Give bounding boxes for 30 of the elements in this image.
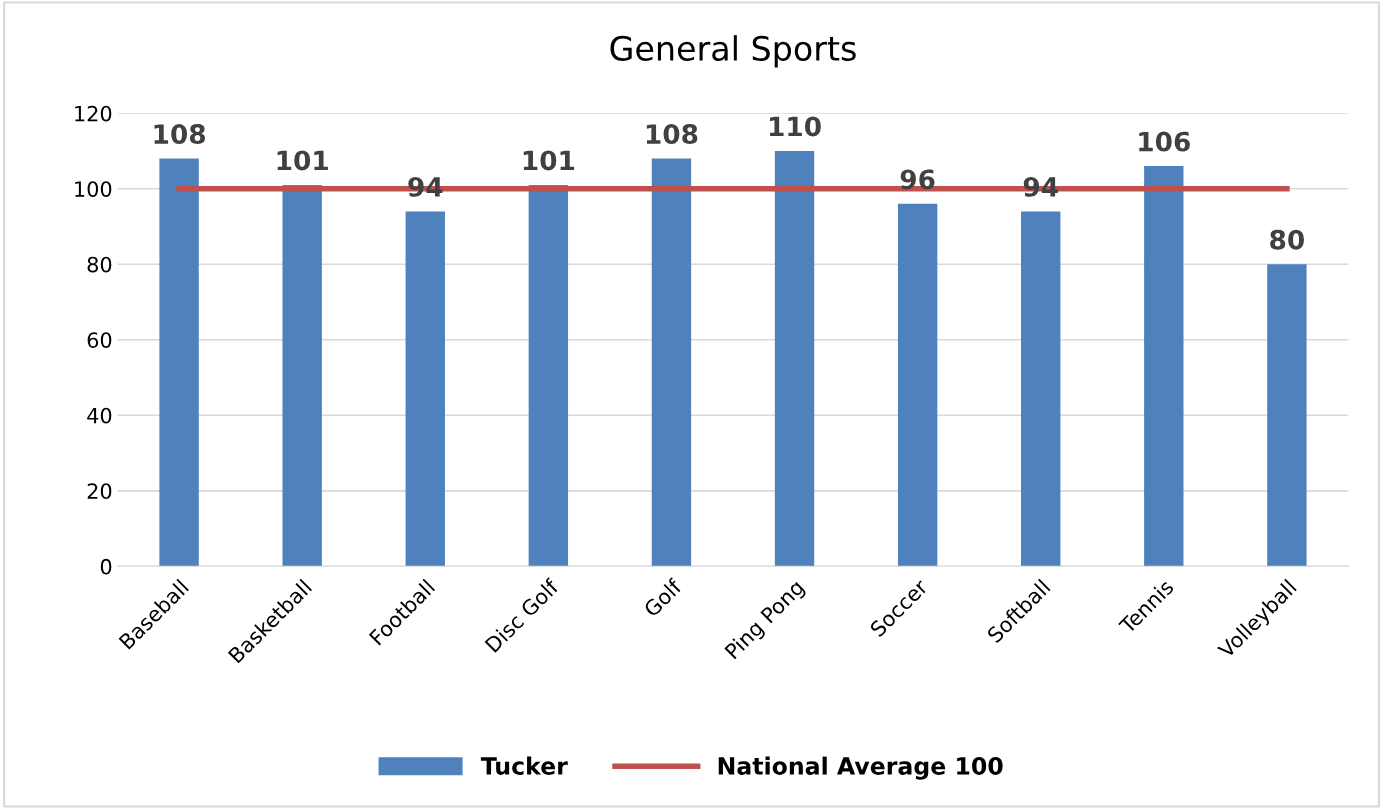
bar <box>897 203 938 567</box>
bar <box>1267 264 1307 567</box>
bar <box>651 158 692 567</box>
bar <box>1144 166 1184 567</box>
data-label: 108 <box>154 124 205 145</box>
bar <box>159 158 199 567</box>
data-label: 96 <box>900 169 935 190</box>
y-tick-label: 60 <box>87 332 112 348</box>
bar <box>528 184 569 567</box>
data-label: 94 <box>408 176 443 197</box>
data-label: 106 <box>1139 131 1190 152</box>
bar <box>774 151 815 567</box>
data-label: 94 <box>1023 176 1058 197</box>
y-tick-label: 0 <box>100 558 112 575</box>
data-label: 80 <box>1270 229 1304 250</box>
data-label: 101 <box>523 150 575 171</box>
bar <box>405 211 445 567</box>
y-tick-label: 40 <box>87 407 112 424</box>
bar <box>1021 211 1061 567</box>
y-tick-label: 80 <box>87 256 112 273</box>
y-tick-label: 100 <box>75 181 112 197</box>
data-label: 110 <box>769 116 821 137</box>
chart-title: General Sports <box>610 35 856 68</box>
y-tick-label: 120 <box>75 105 112 122</box>
legend-label: National Average 100 <box>718 756 1003 780</box>
legend-label: Tucker <box>480 756 568 775</box>
y-tick-label: 20 <box>87 483 112 499</box>
bar <box>282 184 322 567</box>
data-label: 108 <box>646 124 698 145</box>
data-label: 101 <box>277 150 328 171</box>
